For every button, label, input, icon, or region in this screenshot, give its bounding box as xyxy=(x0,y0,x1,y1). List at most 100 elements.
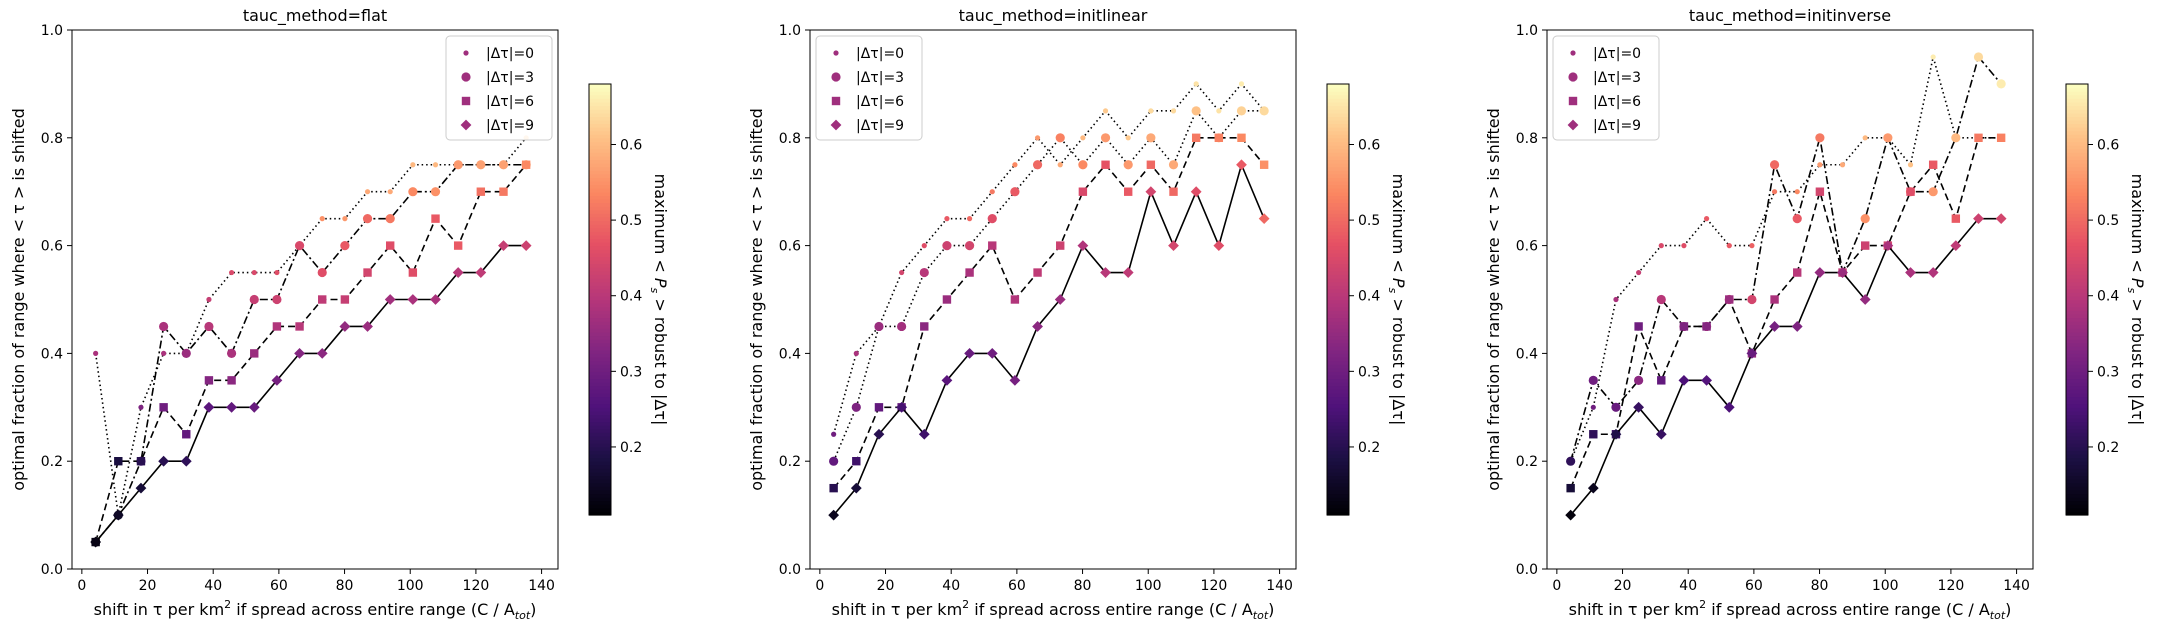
colorbar-segment xyxy=(2066,274,2088,279)
data-point xyxy=(1703,216,1710,222)
colorbar-segment xyxy=(2066,410,2088,416)
colorbar-segment xyxy=(2066,281,2088,286)
colorbar-segment xyxy=(1327,180,1349,186)
colorbar-segment xyxy=(589,428,611,433)
data-point xyxy=(1681,243,1687,249)
data-point xyxy=(1055,133,1065,143)
colorbar-segment xyxy=(2066,231,2088,236)
colorbar-segment xyxy=(2066,98,2088,103)
colorbar-segment xyxy=(589,119,611,125)
colorbar-segment xyxy=(589,209,611,214)
colorbar-segment xyxy=(589,457,611,462)
colorbar-segment xyxy=(589,281,611,286)
colorbar-segment xyxy=(1327,191,1349,196)
colorbar-segment xyxy=(1327,94,1349,99)
colorbar-segment xyxy=(2066,177,2088,182)
data-point xyxy=(964,348,975,359)
y-tick-label: 0.2 xyxy=(41,454,63,470)
data-point xyxy=(1837,267,1848,278)
colorbar-segment xyxy=(1327,105,1349,110)
data-point xyxy=(1122,267,1134,278)
colorbar-segment xyxy=(1327,198,1349,204)
data-point xyxy=(1012,162,1018,168)
data-point xyxy=(1010,187,1020,197)
data-point xyxy=(1791,321,1803,332)
series-line xyxy=(833,137,1265,489)
data-point xyxy=(1078,187,1088,196)
colorbar-segment xyxy=(589,339,611,344)
colorbar-segment xyxy=(589,432,611,437)
data-point xyxy=(1080,135,1086,141)
legend: |Δτ|=0 |Δτ|=3 |Δτ|=6 |Δτ|=9 xyxy=(1552,35,1660,141)
y-tick-label: 0.4 xyxy=(1516,346,1538,362)
data-point xyxy=(1054,294,1066,305)
data-point xyxy=(1928,187,1938,197)
x-tick-label: 20 xyxy=(139,578,157,594)
colorbar-segment xyxy=(1327,500,1349,505)
colorbar-segment xyxy=(589,479,611,484)
colorbar-segment xyxy=(2066,130,2088,135)
colorbar-segment xyxy=(2066,371,2088,376)
data-point xyxy=(988,241,997,250)
colorbar-segment xyxy=(589,392,611,398)
data-point xyxy=(896,401,908,413)
colorbar-segment xyxy=(589,475,611,480)
colorbar-segment xyxy=(1327,216,1349,222)
colorbar-segment xyxy=(1327,137,1349,143)
colorbar-segment xyxy=(1327,170,1349,175)
colorbar-segment xyxy=(589,109,611,114)
colorbar-segment xyxy=(1327,98,1349,103)
colorbar-segment xyxy=(1327,101,1349,107)
colorbar-segment xyxy=(2066,313,2088,319)
colorbar-segment xyxy=(2066,227,2088,232)
data-point xyxy=(1974,133,1983,142)
colorbar-segment xyxy=(589,202,611,207)
data-point xyxy=(1034,135,1041,141)
colorbar-segment xyxy=(1327,418,1349,423)
colorbar: 0.2 0.3 0.4 0.5 0.6 maximum < Ps > robust to … xyxy=(2065,83,2147,516)
colorbar-segment xyxy=(589,389,611,394)
data-point xyxy=(274,269,280,276)
data-point xyxy=(272,294,282,305)
data-point xyxy=(1883,133,1893,143)
colorbar-segment xyxy=(2066,457,2088,462)
colorbar-segment xyxy=(589,206,611,211)
colorbar-segment xyxy=(2066,119,2088,125)
data-point xyxy=(342,216,348,222)
colorbar-segment xyxy=(2066,303,2088,308)
y-tick-label: 0.0 xyxy=(41,562,63,578)
colorbar-segment xyxy=(1327,274,1349,279)
colorbar-segment xyxy=(1327,145,1349,150)
y-tick-label: 0.6 xyxy=(779,239,801,255)
colorbar-label: maximum < Ps > robust to |Δτ| xyxy=(1386,174,1408,426)
colorbar-segment xyxy=(1327,321,1349,326)
colorbar-segment xyxy=(1327,213,1349,218)
colorbar-tick-label: 0.3 xyxy=(1358,364,1380,380)
colorbar-segment xyxy=(589,303,611,308)
colorbar-segment xyxy=(2066,245,2088,250)
data-point xyxy=(385,214,395,224)
colorbar-segment xyxy=(2066,84,2088,89)
colorbar-segment xyxy=(589,414,611,419)
colorbar-segment xyxy=(589,306,611,311)
x-tick-label: 60 xyxy=(1745,578,1763,594)
colorbar-segment xyxy=(589,471,611,477)
colorbar-segment xyxy=(1327,259,1349,265)
colorbar-segment xyxy=(589,493,611,498)
legend-label: |Δτ|=3 xyxy=(856,70,904,86)
colorbar-segment xyxy=(2066,145,2088,150)
colorbar-segment xyxy=(2066,471,2088,477)
colorbar-segment xyxy=(2066,267,2088,272)
colorbar-segment xyxy=(1327,188,1349,193)
colorbar-segment xyxy=(589,374,611,380)
data-point xyxy=(251,269,257,276)
colorbar-segment xyxy=(2066,127,2088,132)
data-point xyxy=(430,294,441,305)
data-point xyxy=(1792,214,1802,224)
colorbar-segment xyxy=(1327,141,1349,146)
colorbar-tick-label: 0.2 xyxy=(620,440,642,456)
colorbar-tick-label: 0.4 xyxy=(2097,289,2119,305)
colorbar-segment xyxy=(2066,464,2088,469)
data-point xyxy=(476,187,486,196)
colorbar-segment xyxy=(1327,234,1349,240)
